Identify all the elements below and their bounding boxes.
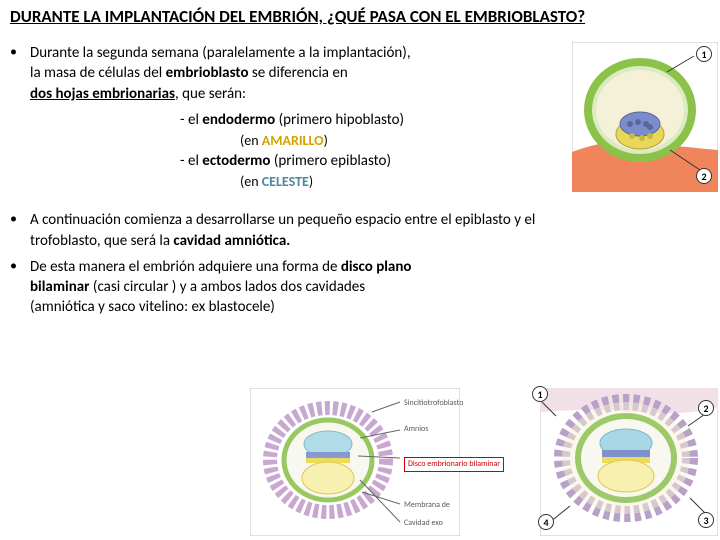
fig2-label-1: 1 <box>532 386 548 402</box>
page-title: DURANTE LA IMPLANTACIÓN DEL EMBRIÓN, ¿QU… <box>10 6 710 27</box>
fig1-label-1: 1 <box>696 46 712 62</box>
b1-line3a: dos hojas embrionarias <box>30 85 175 103</box>
figure-2-bilaminar-disc <box>540 388 718 536</box>
b3l2a: bilaminar <box>30 278 93 296</box>
c2b: CELESTE <box>262 173 309 190</box>
embryoblast-cluster <box>616 112 664 149</box>
bullet-3-text: De esta manera el embrión adquiere una f… <box>30 257 411 318</box>
b3l2b: (casi circular ) y a ambos lados dos cav… <box>93 278 365 296</box>
figc-l1: Sincitiotrofoblasto <box>404 398 463 408</box>
fig2-label-3: 3 <box>698 512 714 528</box>
figc-l5: Cavidad exo <box>404 518 443 528</box>
b2l2b: cavidad amniótica. <box>173 232 290 250</box>
c2c: ) <box>309 173 313 190</box>
figure-1-embryo-implantation <box>572 42 718 192</box>
c1c: ) <box>324 132 328 149</box>
figc-l4: Membrana de <box>404 500 450 510</box>
b1-line2c: se diferencia en <box>249 64 348 82</box>
b2l1: A continuación comienza a desarrollarse … <box>30 211 535 229</box>
bullet-2: • A continuación comienza a desarrollars… <box>10 210 710 251</box>
bilaminar <box>598 429 654 492</box>
b1-line3b: , que serán: <box>175 85 246 103</box>
b3l3: (amniótica y saco vitelino: ex blastocel… <box>30 298 275 316</box>
bullet-marker: • <box>10 43 30 60</box>
bullet-3: • De esta manera el embrión adquiere una… <box>10 257 710 318</box>
b1-line1: Durante la segunda semana (paralelamente… <box>30 44 411 62</box>
bullet-2-text: A continuación comienza a desarrollarse … <box>30 210 535 251</box>
b1-line2a: la masa de células del <box>30 64 166 82</box>
b3l1a: De esta manera el embrión adquiere una f… <box>30 258 341 276</box>
c1b: AMARILLO <box>262 132 324 149</box>
fig1-label-2: 2 <box>696 168 712 184</box>
sub2a: - el <box>180 152 202 170</box>
figc-l3-redbox: Disco embrionario bilaminar <box>404 457 504 472</box>
sub2c: (primero epiblasto) <box>270 152 391 170</box>
c2a: (en <box>240 173 262 190</box>
figc-l2: Amnios <box>404 424 428 434</box>
fig2-label-2: 2 <box>698 400 714 416</box>
b1-line2b: embrioblasto <box>166 64 249 82</box>
bullet-marker: • <box>10 210 30 227</box>
bullet-1-text: Durante la segunda semana (paralelamente… <box>30 43 411 104</box>
b3l1b: disco plano <box>341 258 412 276</box>
section-2: • A continuación comienza a desarrollars… <box>10 210 710 317</box>
sub1b: endodermo <box>202 111 275 129</box>
sub2b: ectodermo <box>202 152 270 170</box>
fig2-label-4: 4 <box>538 514 554 530</box>
sub1a: - el <box>180 111 202 129</box>
sub1c: (primero hipoblasto) <box>275 111 404 129</box>
b2l2a: trofoblasto, que será la <box>30 232 173 250</box>
bullet-marker: • <box>10 257 30 274</box>
c1a: (en <box>240 132 262 149</box>
